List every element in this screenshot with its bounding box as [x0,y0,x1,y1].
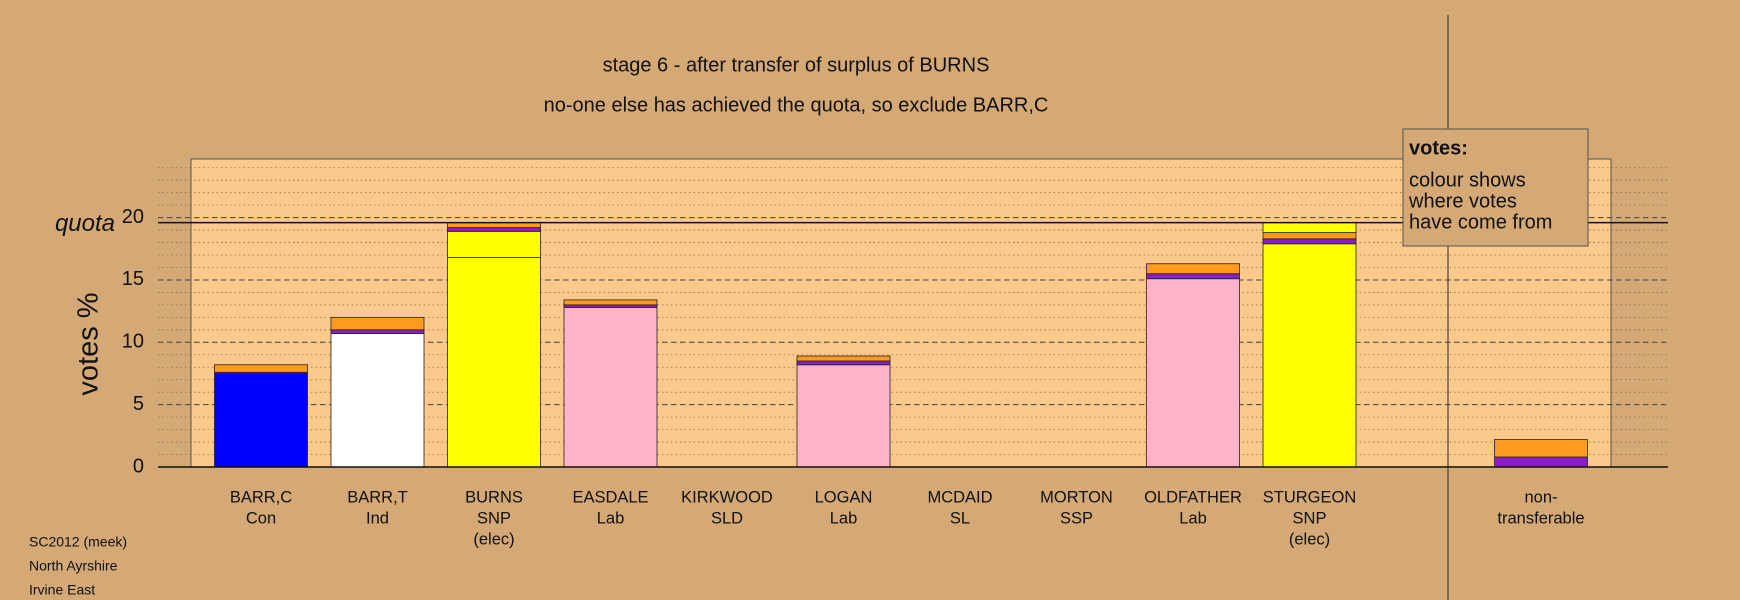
bar-segment [330,333,425,468]
x-tick-label: SLD [711,509,743,527]
legend-text: have come from [1409,211,1552,233]
x-tick-label: KIRKWOOD [681,488,773,506]
x-tick-label: Lab [830,509,858,527]
bar-segment [1262,238,1357,245]
x-tick-label: SNP [477,509,511,527]
bar-segment [796,364,891,468]
plot-area [190,158,1612,468]
bar-segment [447,257,541,468]
bar-segment [330,316,425,331]
x-tick-label: non- [1524,488,1557,506]
bar-segment [214,364,308,373]
bar-segment [447,227,541,232]
y-tick-label: 5 [133,393,144,415]
legend-title: votes: [1409,137,1468,159]
bar-segment [1146,278,1240,468]
x-tick-label: BARR,T [347,488,408,506]
marks: 0 5 10 15 20 BARR,C Con BARR,T Ind BURNS SNP (elec)… [55,167,1668,548]
x-tick-label: EASDALE [572,488,648,506]
x-tick-label: BARR,C [230,488,292,506]
x-tick-label: (elec) [473,530,514,548]
bar-segment [1262,232,1357,240]
x-tick-label: OLDFATHER [1144,488,1242,506]
x-tick-label: MORTON [1040,488,1113,506]
legend-text: colour shows [1409,169,1526,191]
x-tick-label: (elec) [1289,530,1330,548]
x-tick-label: LOGAN [815,488,873,506]
x-tick-label: Lab [1179,509,1207,527]
x-tick-label: Lab [597,509,625,527]
x-tick-label: STURGEON [1263,488,1357,506]
x-tick-label: Con [246,509,276,527]
chart-subtitle: no-one else has achieved the quota, so e… [544,94,1049,116]
x-tick-label: transferable [1497,509,1584,527]
y-tick-label: 15 [122,268,144,290]
y-tick-label: 10 [122,331,144,353]
quota-label: quota [55,210,115,237]
bar-segment [563,306,658,468]
x-tick-label: BURNS [465,488,523,506]
legend-text: where votes [1408,190,1517,212]
bar-segment [1146,263,1240,275]
x-tick-label: Ind [366,509,389,527]
bar-segment [1262,222,1357,233]
legend-box [1402,128,1589,247]
bar-segment [796,360,891,366]
y-tick-label: 20 [122,206,144,228]
y-axis-label: votes % [73,292,105,395]
x-tick-label: MCDAID [927,488,992,506]
footer-text: SC2012 (meek) [29,534,127,550]
bar-segment [1494,456,1588,468]
bar-segment [330,329,425,334]
footer-text: North Ayrshire [29,558,118,574]
y-tick-label: 0 [133,455,144,477]
chart-title: stage 6 - after transfer of surplus of B… [603,54,990,76]
bar-segment [447,230,541,258]
bar-segment [214,373,308,468]
footer-text: Irvine East [29,582,95,598]
bar-segment [1262,243,1357,468]
bar-segment [1494,439,1588,458]
bar-segment [796,355,891,362]
x-tick-label: SL [950,509,970,527]
bar-segment [1146,273,1240,280]
bar-segment [563,299,658,306]
x-tick-label: SSP [1060,509,1093,527]
x-tick-label: SNP [1293,509,1327,527]
